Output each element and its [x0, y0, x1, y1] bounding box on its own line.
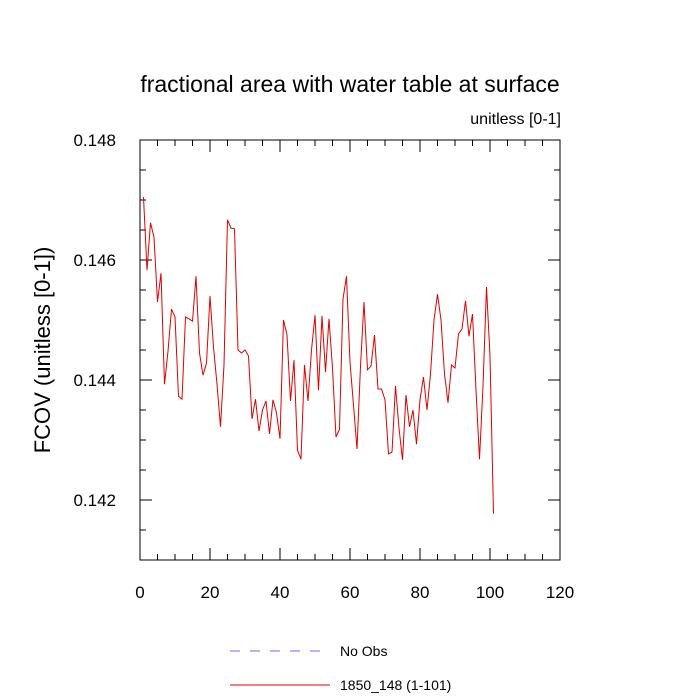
y-tick-label: 0.142: [73, 491, 116, 510]
x-tick-label: 20: [201, 583, 220, 602]
series-layer: [143, 196, 494, 514]
x-tick-label: 40: [271, 583, 290, 602]
legend-label-1850-148: 1850_148 (1-101): [340, 677, 451, 693]
x-tick-label: 100: [476, 583, 504, 602]
x-tick-label: 80: [411, 583, 430, 602]
legend-label-no-obs: No Obs: [340, 643, 387, 659]
x-tick-label: 0: [135, 583, 144, 602]
units-label: unitless [0-1]: [470, 111, 561, 128]
x-tick-label: 120: [546, 583, 574, 602]
y-tick-label: 0.146: [73, 251, 116, 270]
legend: No Obs 1850_148 (1-101): [230, 643, 451, 693]
y-tick-label: 0.144: [73, 371, 116, 390]
series-line-1850-148-1-101-: [143, 196, 494, 514]
x-tick-label: 60: [341, 583, 360, 602]
y-axis-label: FCOV (unitless [0-1]): [30, 247, 55, 454]
axis-ticks: 0 20 40 60 80 100 120 0.142 0.144 0.146 0.148: [73, 131, 574, 602]
chart-title: fractional area with water table at surf…: [140, 71, 559, 97]
y-tick-label: 0.148: [73, 131, 116, 150]
